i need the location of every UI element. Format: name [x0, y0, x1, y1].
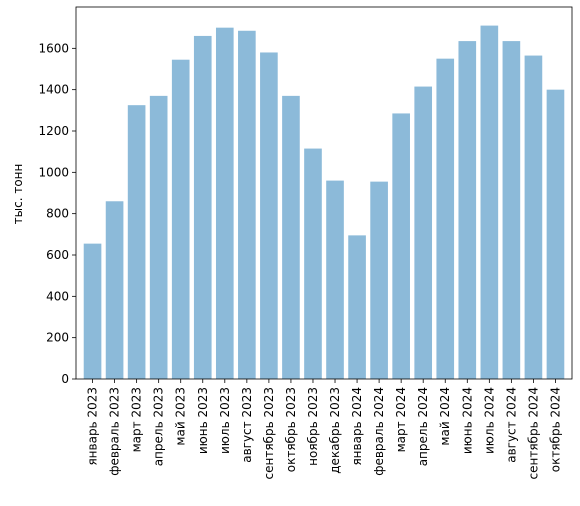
y-tick-label: 600 [46, 248, 69, 262]
y-tick-label: 800 [46, 207, 69, 221]
bar-20 [502, 41, 521, 379]
x-tick-label: январь 2024 [350, 387, 364, 466]
y-tick-label: 1400 [38, 83, 69, 97]
bar-22 [546, 89, 565, 380]
bar-14 [370, 181, 388, 379]
bar-4 [149, 95, 168, 380]
bars-group [83, 25, 565, 380]
bar-1 [83, 243, 102, 379]
y-axis-ticks: 0 200 400 600 800 1000 1200 1400 1600 [38, 41, 76, 386]
bar-17 [436, 58, 455, 380]
y-tick-label: 400 [46, 289, 69, 303]
bar-11 [304, 148, 322, 379]
bar-10 [282, 95, 300, 380]
bar-19 [480, 25, 499, 379]
bar-5 [171, 59, 190, 379]
x-tick-label: март 2024 [394, 387, 408, 452]
x-tick-label: май 2024 [438, 387, 452, 446]
x-tick-label: июль 2023 [218, 387, 232, 454]
x-tick-label: февраль 2024 [372, 387, 386, 476]
bar-21 [524, 55, 543, 379]
y-axis-label: тыс. тонн [11, 164, 25, 225]
x-tick-label: март 2023 [130, 387, 144, 452]
y-tick-label: 1200 [38, 124, 69, 138]
bar-7 [215, 27, 234, 379]
x-tick-label: июль 2024 [482, 387, 496, 454]
y-tick-label: 1600 [38, 41, 69, 55]
x-tick-label: июнь 2024 [460, 387, 474, 454]
bar-12 [326, 180, 344, 379]
x-tick-label: июнь 2023 [196, 387, 210, 454]
plot-frame [75, 6, 573, 380]
x-tick-label: февраль 2023 [108, 387, 122, 476]
bar-6 [193, 35, 212, 380]
x-tick-label: сентябрь 2023 [262, 387, 276, 479]
bar-2 [105, 201, 124, 379]
bar-15 [392, 113, 410, 380]
x-tick-label: август 2023 [240, 387, 254, 463]
x-axis-ticks: январь 2023 февраль 2023 март 2023 апрель 2… [86, 379, 562, 479]
bar-13 [348, 235, 366, 379]
y-tick-label: 1000 [38, 165, 69, 179]
y-tick-label: 200 [46, 331, 69, 345]
x-tick-label: август 2024 [504, 387, 518, 463]
x-tick-label: декабрь 2023 [328, 387, 342, 474]
bar-8 [238, 30, 256, 380]
x-tick-label: апрель 2023 [152, 387, 166, 466]
x-tick-label: январь 2023 [86, 387, 100, 466]
bar-16 [414, 86, 433, 379]
bar-3 [127, 105, 146, 380]
x-tick-label: ноябрь 2023 [306, 387, 320, 466]
bar-9 [260, 52, 278, 379]
x-tick-label: октябрь 2023 [284, 387, 298, 472]
x-tick-label: сентябрь 2024 [526, 387, 540, 479]
x-tick-label: октябрь 2024 [548, 387, 562, 472]
x-tick-label: май 2023 [174, 387, 188, 446]
x-tick-label: апрель 2024 [416, 387, 430, 466]
y-tick-label: 0 [61, 372, 69, 386]
bar-18 [458, 41, 477, 379]
